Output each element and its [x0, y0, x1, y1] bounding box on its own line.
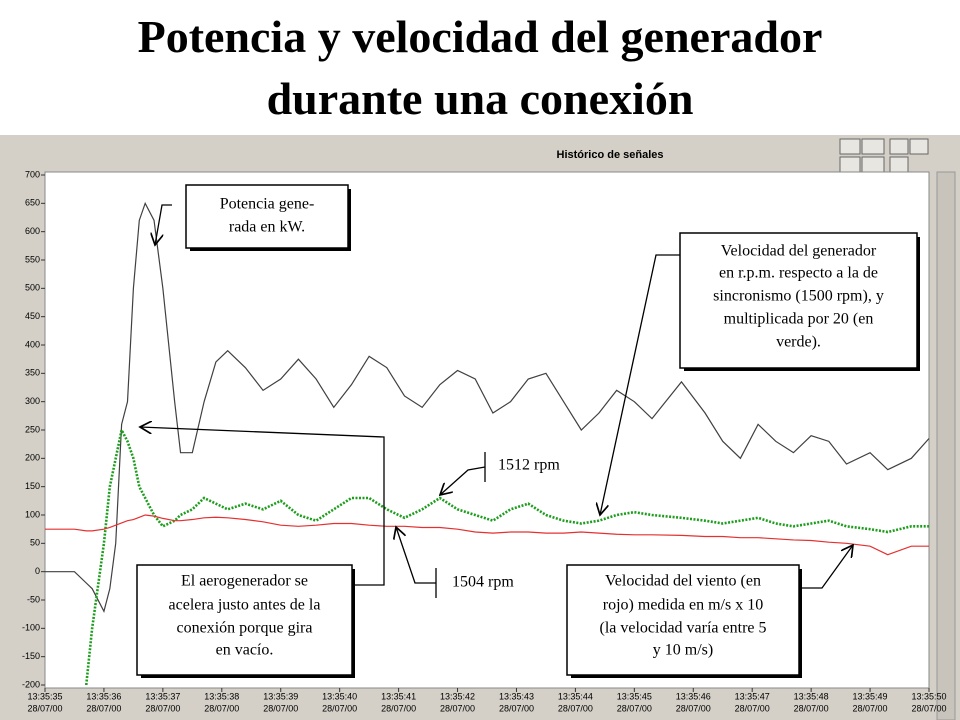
x-tick-label: 13:35:38 [204, 691, 239, 701]
x-tick-date: 28/07/00 [794, 703, 829, 713]
x-tick-date: 28/07/00 [381, 703, 416, 713]
y-tick-label: -100 [22, 623, 40, 633]
arrow [440, 466, 486, 495]
y-tick-label: -200 [22, 679, 40, 689]
annotation-text: Velocidad del viento (en [605, 573, 761, 590]
x-tick-label: 13:35:50 [911, 691, 946, 701]
y-tick-label: 700 [25, 169, 40, 179]
x-tick-date: 28/07/00 [322, 703, 357, 713]
y-tick-label: 200 [25, 453, 40, 463]
annotation-text: sincronismo (1500 rpm), y [713, 288, 884, 305]
box-shadow [571, 569, 802, 678]
x-tick-label: 13:35:35 [27, 691, 62, 701]
x-tick-date: 28/07/00 [27, 703, 62, 713]
y-tick-label: 600 [25, 226, 40, 236]
x-tick-date: 28/07/00 [558, 703, 593, 713]
x-tick-label: 13:35:41 [381, 691, 416, 701]
plot: -200 -150 -100 -50 0 50 100 150 200 250 300 350 400 4… [22, 169, 947, 713]
annotation-text: Potencia gene- [220, 196, 315, 213]
x-tick-date: 28/07/00 [617, 703, 652, 713]
box-shadow [684, 237, 920, 371]
x-tick-label: 13:35:39 [263, 691, 298, 701]
window-title: Histórico de señales [557, 149, 664, 161]
annotation-box [566, 564, 800, 676]
scrollbar [936, 171, 956, 720]
annotation-text: en r.p.m. respecto a la de [719, 265, 878, 282]
x-tick-label: 13:35:49 [853, 691, 888, 701]
x-tick-date: 28/07/00 [204, 703, 239, 713]
slide-title-line: Potencia y velocidad del generador [138, 11, 823, 62]
y-tick-label: 300 [25, 396, 40, 406]
annotation-text: en vacío. [216, 642, 274, 659]
y-tick-label: 500 [25, 283, 40, 293]
y-tick-label: 550 [25, 254, 40, 264]
annotation-text: (la velocidad varía entre 5 [599, 620, 766, 637]
arrow [140, 427, 385, 586]
x-tick-label: 13:35:46 [676, 691, 711, 701]
annotation-text: rada en kW. [229, 219, 305, 236]
y-tick-label: 350 [25, 368, 40, 378]
x-tick-date: 28/07/00 [911, 703, 946, 713]
annotation-text: verde). [776, 334, 821, 351]
tool-button[interactable] [889, 156, 909, 173]
series-line [84, 426, 929, 686]
x-tick-label: 13:35:48 [794, 691, 829, 701]
arrows [140, 204, 853, 598]
x-tick-date: 28/07/00 [499, 703, 534, 713]
y-tick-label: 450 [25, 311, 40, 321]
x-tick-label: 13:35:36 [86, 691, 121, 701]
y-tick-label: 100 [25, 509, 40, 519]
x-tick-label: 13:35:40 [322, 691, 357, 701]
x-tick-label: 13:35:47 [735, 691, 770, 701]
annotation-text: 1504 rpm [452, 574, 514, 591]
y-tick-label: -50 [27, 594, 40, 604]
arrow [600, 254, 680, 515]
annotations: Potencia gene-rada en kW. Velocidad del g… [136, 184, 920, 678]
annotation-text: 1512 rpm [498, 457, 560, 474]
x-tick-date: 28/07/00 [145, 703, 180, 713]
arrow [155, 204, 172, 245]
x-tick-date: 28/07/00 [86, 703, 121, 713]
tool-button[interactable] [861, 156, 885, 173]
x-tick-label: 13:35:42 [440, 691, 475, 701]
series-line [45, 201, 930, 613]
box-shadow [141, 569, 355, 678]
tool-button[interactable] [839, 156, 861, 173]
arrow [799, 545, 853, 589]
tool-button[interactable] [909, 138, 929, 155]
x-tick-date: 28/07/00 [263, 703, 298, 713]
x-tick-date: 28/07/00 [735, 703, 770, 713]
x-tick-label: 13:35:44 [558, 691, 593, 701]
annotation-text: multiplicada por 20 (en [724, 311, 874, 328]
x-tick-date: 28/07/00 [440, 703, 475, 713]
slide-title-line: durante una conexión [267, 73, 694, 124]
y-tick-label: 650 [25, 198, 40, 208]
annotation-text: conexión porque gira [177, 620, 313, 637]
y-tick-label: 0 [35, 566, 40, 576]
x-tick-label: 13:35:37 [145, 691, 180, 701]
x-tick-label: 13:35:43 [499, 691, 534, 701]
annotation-box [185, 184, 349, 249]
tool-button[interactable] [839, 138, 861, 155]
annotation-box [136, 564, 353, 676]
toolbar[interactable] [839, 138, 929, 173]
annotation-text: Velocidad del generador [721, 243, 877, 260]
tool-button[interactable] [889, 138, 909, 155]
x-tick-label: 13:35:45 [617, 691, 652, 701]
tool-button[interactable] [861, 138, 885, 155]
y-tick-label: 250 [25, 424, 40, 434]
annotation-text: rojo) medida en m/s x 10 [603, 597, 763, 614]
arrow [396, 527, 436, 584]
box-shadow [190, 189, 351, 251]
y-tick-label: 150 [25, 481, 40, 491]
x-tick-date: 28/07/00 [853, 703, 888, 713]
annotation-text: y 10 m/s) [653, 642, 713, 659]
annotation-text: El aerogenerador se [181, 573, 308, 590]
y-tick-label: 50 [30, 538, 40, 548]
y-tick-label: -150 [22, 651, 40, 661]
x-tick-date: 28/07/00 [676, 703, 711, 713]
annotation-text: acelera justo antes de la [169, 597, 321, 614]
y-tick-label: 400 [25, 339, 40, 349]
